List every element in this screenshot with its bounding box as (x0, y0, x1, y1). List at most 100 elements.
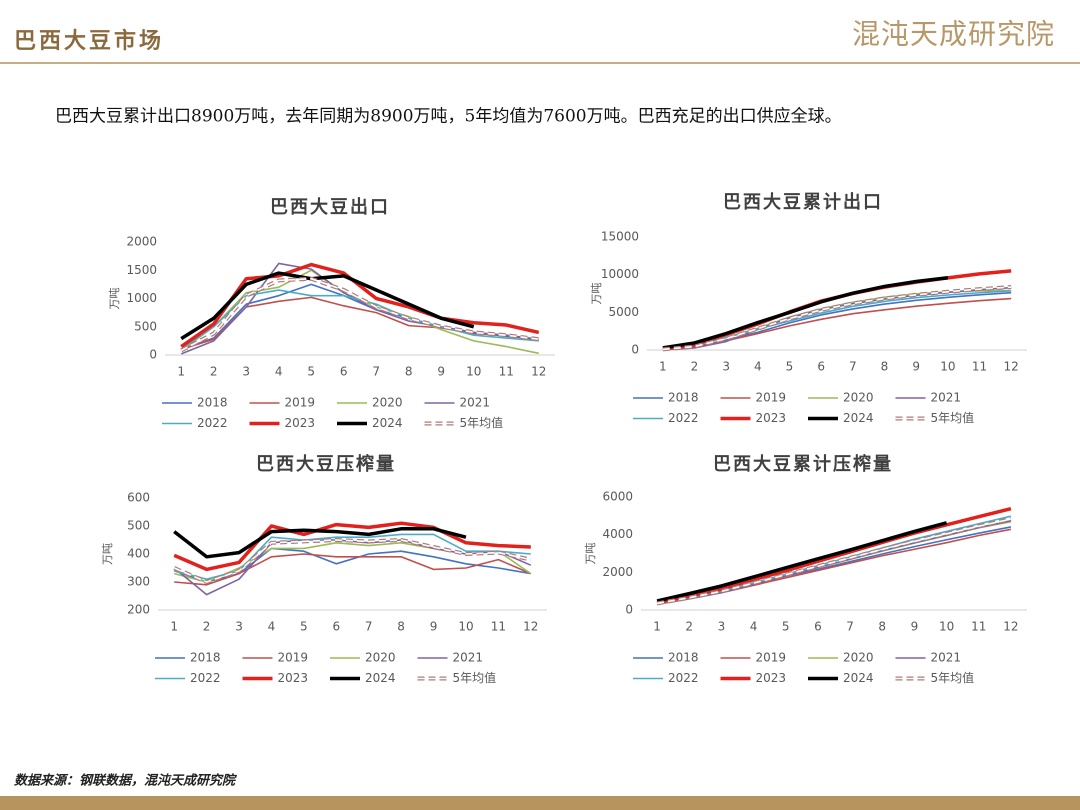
x-tick-label: 7 (372, 365, 380, 379)
x-tick-label: 7 (365, 620, 373, 634)
y-tick-label: 0 (625, 603, 633, 617)
legend-label: 2019 (756, 391, 787, 405)
x-tick-label: 8 (405, 365, 413, 379)
series-line (180, 271, 475, 341)
chart-title: 巴西大豆出口 (270, 196, 390, 218)
x-tick-label: 2 (210, 365, 218, 379)
chart-title: 巴西大豆累计压榨量 (713, 453, 893, 475)
legend-label: 2024 (365, 671, 396, 685)
chart-title: 巴西大豆累计出口 (723, 191, 883, 213)
y-tick-label: 6000 (602, 490, 633, 504)
logo: 混沌天成研究院 (852, 18, 1055, 51)
x-tick-label: 5 (307, 365, 315, 379)
y-axis-label: 万吨 (108, 288, 121, 310)
y-axis-label: 万吨 (584, 543, 597, 565)
x-tick-label: 3 (722, 360, 730, 374)
x-tick-label: 12 (1003, 620, 1018, 634)
x-tick-label: 10 (939, 620, 954, 634)
y-tick-label: 0 (149, 348, 157, 362)
series-line (173, 539, 532, 596)
x-tick-label: 5 (300, 620, 308, 634)
legend-label: 2022 (668, 671, 699, 685)
legend-label: 2018 (668, 651, 699, 665)
chart-title: 巴西大豆压榨量 (256, 453, 396, 475)
x-tick-label: 8 (878, 620, 886, 634)
series-line (656, 506, 1012, 605)
legend-label: 2020 (372, 396, 403, 410)
legend-label: 2022 (197, 416, 228, 430)
y-tick-label: 500 (127, 519, 150, 533)
legend-label: 5年均值 (931, 410, 975, 425)
legend-label: 2020 (843, 651, 874, 665)
legend-label: 2023 (278, 671, 309, 685)
legend-label: 2019 (756, 651, 787, 665)
x-tick-label: 12 (523, 620, 538, 634)
x-tick-label: 6 (817, 360, 825, 374)
y-tick-label: 400 (127, 547, 150, 561)
x-tick-label: 1 (177, 365, 185, 379)
legend-label: 2024 (843, 671, 874, 685)
legend-label: 2019 (285, 396, 316, 410)
x-tick-label: 11 (971, 620, 986, 634)
series-line-inner (662, 286, 1012, 351)
legend-label: 2019 (278, 651, 309, 665)
y-axis-label: 万吨 (101, 543, 114, 565)
footer-bar (0, 796, 1080, 810)
x-tick-label: 11 (499, 365, 514, 379)
x-tick-label: 4 (268, 620, 276, 634)
x-tick-label: 6 (814, 620, 822, 634)
series-line (180, 276, 539, 353)
x-tick-label: 9 (911, 620, 919, 634)
series-line (174, 553, 532, 586)
y-tick-label: 5000 (608, 305, 639, 319)
x-tick-label: 9 (912, 360, 920, 374)
legend-label: 2021 (453, 651, 484, 665)
x-tick-label: 10 (940, 360, 955, 374)
legend-label: 2023 (756, 411, 787, 425)
y-tick-label: 2000 (602, 565, 633, 579)
x-tick-label: 2 (685, 620, 693, 634)
y-tick-label: 15000 (601, 230, 639, 244)
series-line (174, 533, 531, 580)
series-line (173, 537, 532, 585)
legend-label: 2024 (843, 411, 874, 425)
summary: 巴西大豆累计出口8900万吨，去年同期为8900万吨，5年均值为7600万吨。巴… (55, 107, 842, 127)
legend-label: 2018 (668, 391, 699, 405)
legend-label: 2020 (843, 391, 874, 405)
series-line-inner (656, 518, 1012, 605)
x-tick-label: 11 (491, 620, 506, 634)
series-line (656, 521, 948, 603)
y-tick-label: 4000 (602, 527, 633, 541)
x-tick-label: 10 (466, 365, 481, 379)
x-tick-label: 3 (242, 365, 250, 379)
page-title: 巴西大豆市场 (14, 28, 164, 54)
y-tick-label: 200 (127, 603, 150, 617)
legend-label: 5年均值 (453, 670, 497, 685)
y-tick-label: 1000 (126, 291, 157, 305)
legend-label: 5年均值 (460, 415, 504, 430)
y-tick-label: 1500 (126, 263, 157, 277)
legend-label: 2018 (190, 651, 221, 665)
y-tick-label: 300 (127, 575, 150, 589)
x-tick-label: 3 (235, 620, 243, 634)
legend-label: 2022 (668, 411, 699, 425)
y-tick-label: 10000 (601, 267, 639, 281)
legend-label: 2024 (372, 416, 403, 430)
legend-label: 2022 (190, 671, 221, 685)
x-tick-label: 1 (659, 360, 667, 374)
x-tick-label: 5 (782, 620, 790, 634)
legend-label: 2021 (931, 391, 962, 405)
legend-label: 5年均值 (931, 670, 975, 685)
x-tick-label: 2 (203, 620, 211, 634)
legend-label: 2020 (365, 651, 396, 665)
legend-label: 2023 (756, 671, 787, 685)
x-tick-label: 4 (750, 620, 758, 634)
legend-label: 2023 (285, 416, 316, 430)
series-line (662, 290, 1012, 351)
x-tick-label: 4 (275, 365, 283, 379)
x-tick-label: 4 (754, 360, 762, 374)
